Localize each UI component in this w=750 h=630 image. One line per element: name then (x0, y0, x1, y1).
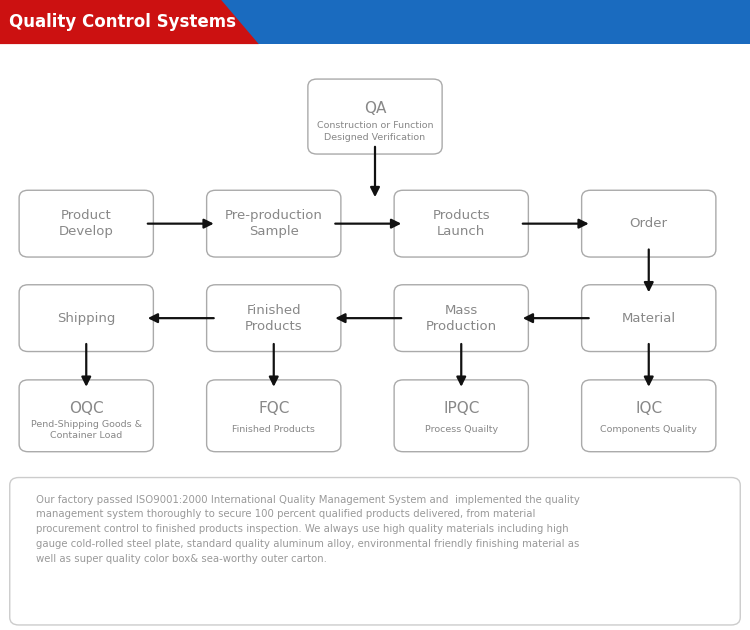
FancyBboxPatch shape (582, 190, 716, 257)
FancyBboxPatch shape (206, 380, 340, 452)
FancyBboxPatch shape (10, 478, 740, 625)
Text: Pre-production
Sample: Pre-production Sample (225, 209, 322, 238)
Text: Products
Launch: Products Launch (433, 209, 490, 238)
Text: Finished Products: Finished Products (232, 425, 315, 435)
Text: Order: Order (630, 217, 668, 230)
Text: Process Quailty: Process Quailty (424, 425, 498, 435)
FancyBboxPatch shape (308, 79, 442, 154)
Text: Material: Material (622, 312, 676, 324)
FancyBboxPatch shape (394, 380, 528, 452)
FancyBboxPatch shape (206, 190, 340, 257)
Text: FQC: FQC (258, 401, 290, 416)
Text: Quality Control Systems: Quality Control Systems (9, 13, 236, 31)
FancyBboxPatch shape (206, 285, 340, 352)
Bar (0, 0, 750, 44)
Text: Pend-Shipping Goods &
Container Load: Pend-Shipping Goods & Container Load (31, 420, 142, 440)
Text: Finished
Products: Finished Products (245, 304, 302, 333)
Text: Components Quality: Components Quality (600, 425, 698, 435)
Polygon shape (0, 0, 259, 44)
FancyBboxPatch shape (394, 190, 528, 257)
FancyBboxPatch shape (582, 380, 716, 452)
FancyBboxPatch shape (582, 285, 716, 352)
FancyBboxPatch shape (20, 380, 153, 452)
Text: Product
Develop: Product Develop (58, 209, 114, 238)
Text: Our factory passed ISO9001:2000 International Quality Management System and  imp: Our factory passed ISO9001:2000 Internat… (36, 495, 580, 564)
Text: Construction or Function
Designed Verification: Construction or Function Designed Verifi… (316, 122, 434, 142)
Text: Mass
Production: Mass Production (426, 304, 496, 333)
Text: QA: QA (364, 101, 386, 117)
FancyBboxPatch shape (394, 285, 528, 352)
Text: IPQC: IPQC (443, 401, 479, 416)
FancyBboxPatch shape (20, 190, 153, 257)
Text: Shipping: Shipping (57, 312, 116, 324)
Text: OQC: OQC (69, 401, 104, 416)
Text: IQC: IQC (635, 401, 662, 416)
FancyBboxPatch shape (20, 285, 153, 352)
